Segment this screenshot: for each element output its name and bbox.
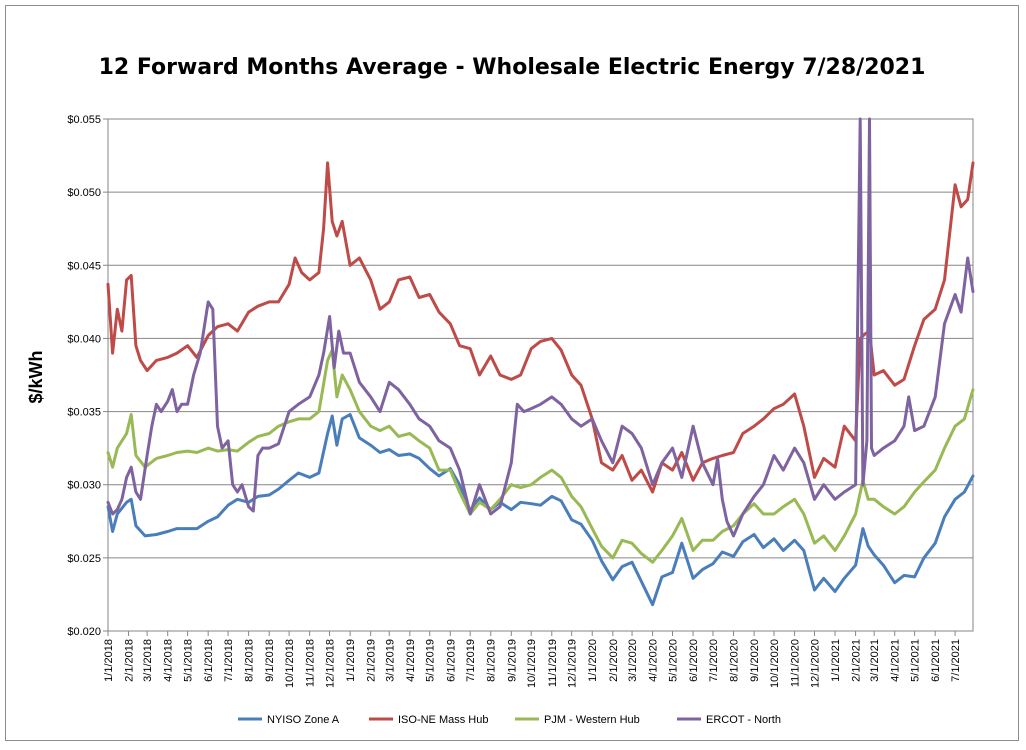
y-tick-label: $0.055 bbox=[67, 114, 101, 126]
y-tick-label: $0.040 bbox=[67, 333, 101, 345]
plot-area bbox=[107, 118, 974, 632]
x-tick-label: 5/1/2021 bbox=[910, 639, 922, 682]
x-tick-label: 5/1/2019 bbox=[425, 639, 437, 682]
y-tick-label: $0.045 bbox=[67, 260, 101, 272]
x-tick-label: 2/1/2020 bbox=[608, 639, 620, 682]
x-tick-label: 3/1/2021 bbox=[869, 639, 881, 682]
y-axis-label: $/kWh bbox=[26, 350, 46, 403]
y-tick-label: $0.030 bbox=[67, 480, 101, 492]
x-tick-label: 2/1/2021 bbox=[851, 639, 863, 682]
x-tick-label: 5/1/2020 bbox=[668, 639, 680, 682]
x-tick-label: 12/1/2020 bbox=[809, 639, 821, 688]
series-line-pjm-western-hub bbox=[106, 348, 975, 564]
y-tick-label: $0.020 bbox=[67, 626, 101, 638]
x-tick-label: 7/1/2021 bbox=[950, 639, 962, 682]
x-tick-label: 8/1/2020 bbox=[729, 639, 741, 682]
x-tick-label: 8/1/2018 bbox=[244, 639, 256, 682]
x-tick-label: 12/1/2019 bbox=[567, 639, 579, 688]
x-tick-label: 10/1/2018 bbox=[284, 639, 296, 688]
x-tick-label: 3/1/2020 bbox=[627, 639, 639, 682]
y-tick-label: $0.050 bbox=[67, 187, 101, 199]
x-tick-label: 5/1/2018 bbox=[183, 639, 195, 682]
x-tick-label: 9/1/2020 bbox=[749, 639, 761, 682]
y-axis: $0.020 $0.025 $0.030 $0.035 $0.040 $0.045 $0.0… bbox=[67, 114, 108, 638]
legend-label: PJM - Western Hub bbox=[544, 714, 640, 726]
x-tick-label: 4/1/2020 bbox=[648, 639, 660, 682]
x-tick-label: 11/1/2018 bbox=[305, 639, 317, 687]
x-tick-label: 1/1/2020 bbox=[587, 639, 599, 682]
series-line-ercot-north bbox=[106, 117, 975, 538]
x-tick-label: 3/1/2019 bbox=[384, 639, 396, 682]
x-tick-label: 2/1/2018 bbox=[124, 639, 136, 682]
series-lines bbox=[106, 117, 975, 607]
x-tick-label: 6/1/2021 bbox=[930, 639, 942, 682]
chart-title: 12 Forward Months Average - Wholesale El… bbox=[99, 55, 926, 80]
x-tick-label: 8/1/2019 bbox=[486, 639, 498, 682]
x-tick-label: 3/1/2018 bbox=[142, 639, 154, 682]
x-tick-label: 10/1/2020 bbox=[769, 639, 781, 688]
x-tick-label: 4/1/2018 bbox=[163, 639, 175, 682]
x-tick-label: 10/1/2019 bbox=[526, 639, 538, 688]
legend-item-nyiso-zone-a: NYISO Zone A bbox=[238, 714, 340, 726]
x-axis: 1/1/2018 2/1/2018 3/1/2018 4/1/2018 5/1/2018… bbox=[103, 631, 962, 688]
y-tick-label: $0.035 bbox=[67, 407, 101, 419]
x-tick-label: 11/1/2020 bbox=[790, 639, 802, 687]
legend-item-iso-ne-mass-hub: ISO-NE Mass Hub bbox=[369, 714, 488, 726]
chart-frame bbox=[5, 5, 1019, 741]
x-tick-label: 1/1/2021 bbox=[830, 639, 842, 682]
x-tick-label: 4/1/2019 bbox=[405, 639, 417, 682]
legend-label: ERCOT - North bbox=[706, 714, 781, 726]
x-tick-label: 7/1/2020 bbox=[708, 639, 720, 682]
x-tick-label: 2/1/2019 bbox=[366, 639, 378, 682]
legend-item-pjm-western-hub: PJM - Western Hub bbox=[515, 714, 640, 726]
x-tick-label: 11/1/2019 bbox=[547, 639, 559, 687]
legend-item-ercot-north: ERCOT - North bbox=[677, 714, 781, 726]
x-tick-label: 9/1/2019 bbox=[506, 639, 518, 682]
x-tick-label: 1/1/2018 bbox=[103, 639, 115, 682]
x-tick-label: 1/1/2019 bbox=[345, 639, 357, 682]
legend-label: ISO-NE Mass Hub bbox=[398, 714, 488, 726]
x-tick-label: 9/1/2018 bbox=[264, 639, 276, 682]
x-tick-label: 6/1/2019 bbox=[445, 639, 457, 682]
x-tick-label: 6/1/2020 bbox=[688, 639, 700, 682]
x-tick-label: 7/1/2019 bbox=[465, 639, 477, 682]
x-tick-label: 6/1/2018 bbox=[203, 639, 215, 682]
legend-label: NYISO Zone A bbox=[267, 714, 340, 726]
series-line-iso-ne-mass-hub bbox=[106, 161, 975, 494]
gridlines bbox=[108, 118, 973, 559]
series-line-nyiso-zone-a bbox=[106, 413, 975, 607]
x-tick-label: 4/1/2021 bbox=[890, 639, 902, 682]
y-tick-label: $0.025 bbox=[67, 553, 101, 565]
x-tick-label: 7/1/2018 bbox=[223, 639, 235, 682]
x-tick-label: 12/1/2018 bbox=[325, 639, 337, 688]
legend: NYISO Zone A ISO-NE Mass Hub PJM - Western… bbox=[238, 714, 781, 726]
